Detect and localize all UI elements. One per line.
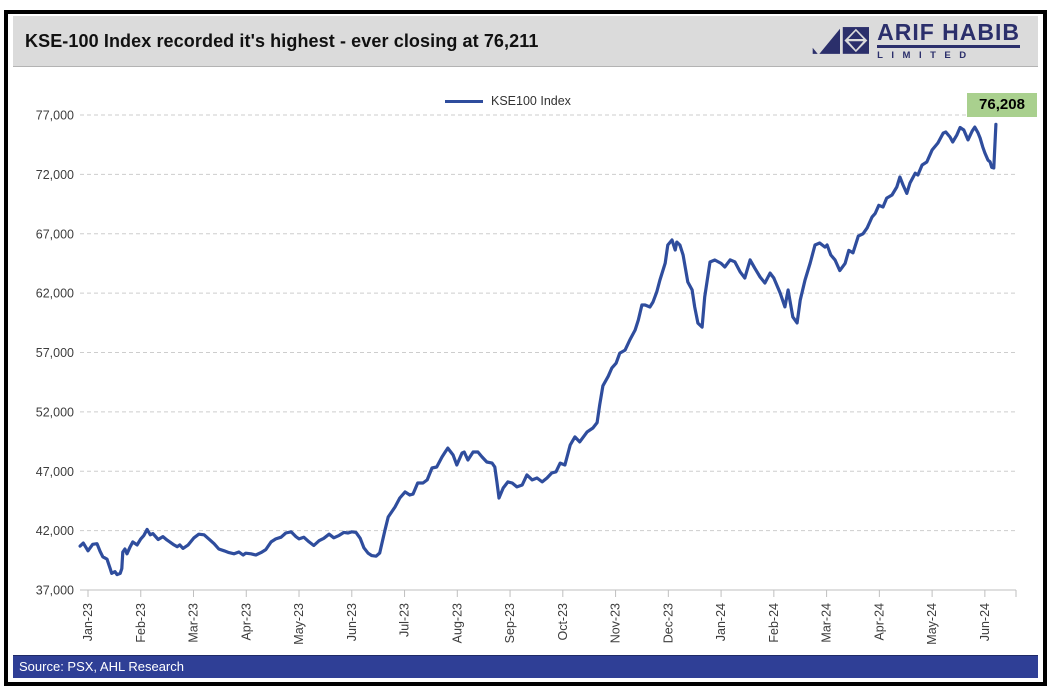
logo-subtitle: LIMITED xyxy=(877,50,975,61)
y-axis-label: 42,000 xyxy=(36,524,74,538)
y-axis-label: 67,000 xyxy=(36,227,74,241)
x-axis-label: Jul-23 xyxy=(398,603,412,637)
x-axis-label: Feb-23 xyxy=(134,603,148,643)
x-axis-label: Jan-23 xyxy=(81,603,95,641)
y-axis-label: 37,000 xyxy=(36,584,74,598)
legend: KSE100 Index xyxy=(445,94,571,108)
logo-name: ARIF HABIB xyxy=(877,21,1020,48)
x-axis-label: Jun-24 xyxy=(978,603,992,641)
x-axis-label: Jan-24 xyxy=(714,603,728,641)
plot-canvas: 37,000 42,000 47,000 52,000 57,000 62,000 67,0… xyxy=(36,109,1017,645)
x-axis-label: Aug-23 xyxy=(450,603,464,643)
legend-line-swatch xyxy=(445,99,483,103)
x-axis-label: Sep-23 xyxy=(503,603,517,643)
y-axis-label: 47,000 xyxy=(36,465,74,479)
x-axis-label: Dec-23 xyxy=(661,603,675,643)
kse100-index-line xyxy=(78,122,998,577)
source-text: Source: PSX, AHL Research xyxy=(19,659,184,674)
x-axis-label: Nov-23 xyxy=(609,603,623,643)
x-axis-label: Feb-24 xyxy=(767,603,781,643)
x-axis-label: Apr-23 xyxy=(239,603,253,641)
x-axis-label: Apr-24 xyxy=(872,603,886,641)
logo-text: ARIF HABIB LIMITED xyxy=(877,21,1020,61)
y-axis-label: 62,000 xyxy=(36,287,74,301)
title-bar: KSE-100 Index recorded it's highest - ev… xyxy=(13,16,1038,67)
last-value-label: 76,208 xyxy=(967,93,1037,117)
y-axis-label: 57,000 xyxy=(36,346,74,360)
y-axis-label: 52,000 xyxy=(36,405,74,419)
x-axis-label: Jun-23 xyxy=(345,603,359,641)
chart-title: KSE-100 Index recorded it's highest - ev… xyxy=(25,30,539,51)
y-axis-label: 77,000 xyxy=(36,109,74,123)
x-axis-label: Mar-23 xyxy=(187,603,201,643)
x-axis-label: May-23 xyxy=(292,603,306,645)
x-axis-label: May-24 xyxy=(925,603,939,645)
y-axis-label: 72,000 xyxy=(36,168,74,182)
x-axis-label: Oct-23 xyxy=(556,603,570,641)
logo-mark-icon xyxy=(812,27,870,54)
source-bar: Source: PSX, AHL Research xyxy=(13,655,1038,678)
company-logo: ARIF HABIB LIMITED xyxy=(811,21,1038,61)
legend-label: KSE100 Index xyxy=(491,94,571,108)
chart-window: 37,000 42,000 47,000 52,000 57,000 62,000 67,0… xyxy=(4,10,1047,686)
x-axis-label: Mar-24 xyxy=(820,603,834,643)
